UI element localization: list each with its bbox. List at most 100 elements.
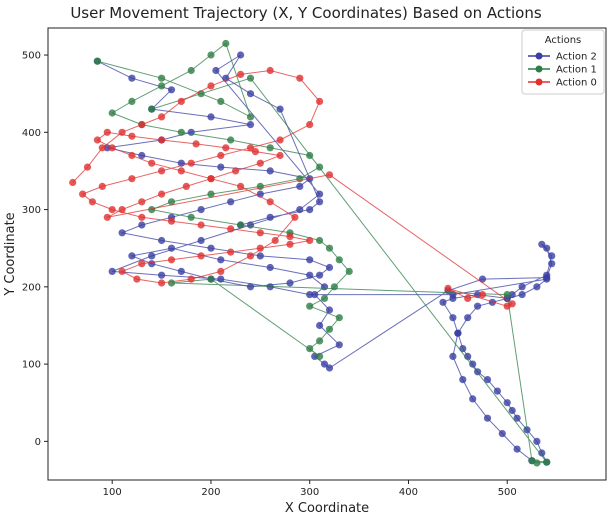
data-point	[296, 182, 304, 190]
data-point	[533, 437, 541, 445]
data-point	[320, 283, 329, 291]
data-point	[518, 291, 526, 299]
data-point	[503, 399, 511, 407]
legend-label: Action 0	[556, 78, 597, 89]
data-point	[207, 190, 215, 198]
data-point	[538, 240, 546, 248]
data-point	[306, 271, 314, 279]
data-point	[217, 275, 225, 283]
data-point	[478, 275, 487, 283]
data-point	[197, 221, 205, 229]
data-point	[246, 283, 255, 291]
data-point	[217, 267, 225, 275]
data-point	[138, 198, 146, 206]
legend: Actions Action 2 Action 1 Action 0	[521, 29, 605, 95]
data-point	[158, 136, 166, 144]
data-point	[449, 352, 457, 360]
data-point	[192, 140, 200, 148]
data-point	[103, 213, 111, 221]
legend-marker	[535, 65, 543, 73]
data-point	[316, 321, 324, 330]
data-point	[83, 163, 92, 171]
data-point	[256, 252, 264, 260]
data-point	[306, 206, 314, 214]
data-point	[543, 458, 551, 466]
data-point	[158, 279, 166, 287]
data-point	[79, 190, 87, 198]
data-point	[138, 221, 146, 229]
data-point	[177, 167, 185, 175]
data-point	[325, 364, 334, 372]
data-point	[454, 329, 462, 337]
data-point	[271, 236, 279, 245]
data-point	[246, 144, 255, 152]
data-point	[217, 256, 225, 264]
data-point	[148, 159, 156, 167]
data-point	[256, 159, 264, 167]
data-point	[187, 159, 195, 167]
data-point	[118, 267, 126, 275]
legend-entry: Action 2	[528, 52, 597, 63]
data-point	[311, 291, 319, 299]
x-tick-label: 200	[201, 487, 220, 498]
data-point	[291, 213, 299, 221]
data-point	[197, 236, 205, 245]
data-point	[306, 302, 314, 310]
data-point	[128, 151, 136, 160]
x-axis-ticks: 100 200 300 400 500	[103, 480, 517, 498]
data-point	[197, 206, 205, 214]
data-point	[483, 414, 492, 422]
data-point	[158, 271, 166, 279]
data-point	[237, 221, 245, 229]
series-action-0	[69, 66, 516, 310]
y-axis-label: Y Coordinate	[3, 212, 18, 296]
data-point	[325, 171, 334, 179]
data-point	[508, 291, 516, 299]
data-point	[493, 387, 501, 395]
data-point	[98, 182, 106, 190]
data-point	[128, 132, 136, 140]
data-point	[207, 175, 215, 183]
data-point	[158, 167, 166, 175]
y-tick-label: 400	[22, 128, 41, 139]
data-point	[513, 414, 521, 422]
data-point	[296, 74, 304, 82]
data-point	[316, 337, 324, 345]
data-point	[256, 229, 264, 237]
data-point	[464, 294, 472, 302]
data-point	[266, 144, 274, 152]
data-point	[158, 236, 166, 245]
data-point	[469, 360, 477, 368]
data-point	[227, 248, 235, 256]
data-point	[444, 284, 452, 292]
data-point	[266, 66, 274, 75]
data-point	[167, 198, 176, 206]
data-point	[449, 314, 457, 322]
data-point	[518, 283, 526, 291]
data-point	[177, 128, 185, 136]
data-point	[138, 260, 146, 268]
data-point	[543, 244, 551, 252]
data-point	[246, 221, 255, 229]
y-tick-label: 300	[22, 205, 41, 216]
data-point	[335, 341, 343, 349]
data-point	[167, 256, 176, 264]
data-point	[128, 175, 136, 183]
data-point	[167, 217, 176, 225]
data-point	[177, 267, 185, 275]
data-point	[478, 291, 487, 299]
series-action-2	[93, 51, 556, 466]
data-point	[266, 213, 274, 221]
data-point	[459, 345, 467, 353]
data-point	[148, 260, 156, 268]
data-point	[88, 198, 96, 206]
data-point	[306, 151, 314, 160]
legend-box	[521, 29, 605, 95]
data-point	[133, 275, 141, 283]
data-point	[227, 198, 235, 206]
data-point	[533, 283, 541, 291]
data-point	[108, 109, 116, 117]
data-point	[108, 144, 116, 152]
data-point	[306, 345, 314, 353]
